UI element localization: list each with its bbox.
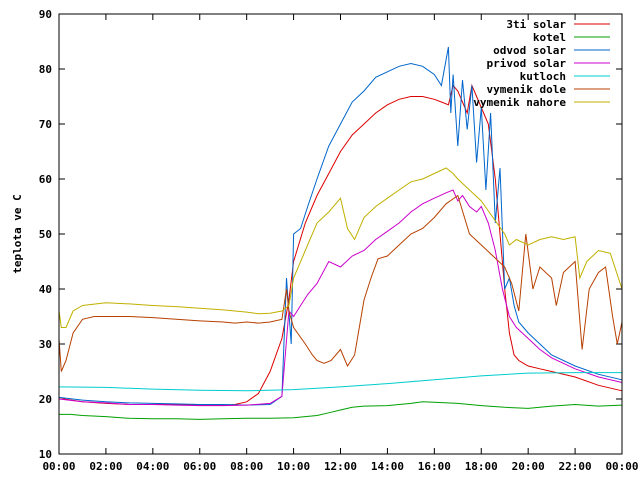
x-tick-label: 00:00 <box>42 460 75 473</box>
legend-label: odvod solar <box>493 44 566 57</box>
axis-tick-labels: 10 20 30 40 50 60 70 80 90 00:00 02:00 04:00 06:00 08… <box>39 8 639 473</box>
series-line-kutloch <box>58 372 622 392</box>
y-tick-label: 60 <box>39 173 52 186</box>
series-line-odvod-solar <box>58 46 623 406</box>
series-line-kotel <box>59 401 623 420</box>
legend-label: kutloch <box>520 70 566 83</box>
x-tick-label: 02:00 <box>89 460 122 473</box>
legend-label: vymenik nahore <box>473 96 566 109</box>
plot-border <box>58 13 623 455</box>
y-tick-label: 10 <box>39 448 52 461</box>
y-tick-label: 70 <box>39 118 52 131</box>
x-tick-label: 04:00 <box>136 460 169 473</box>
x-tick-label: 18:00 <box>465 460 498 473</box>
y-tick-label: 40 <box>39 283 52 296</box>
series-line-privod-solar <box>58 189 623 407</box>
y-tick-label: 90 <box>39 8 52 21</box>
y-tick-label: 30 <box>39 338 52 351</box>
x-tick-label: 14:00 <box>371 460 404 473</box>
series-lines <box>58 46 623 420</box>
x-tick-label: 06:00 <box>183 460 216 473</box>
legend-label: vymenik dole <box>487 83 567 96</box>
x-tick-label: 10:00 <box>277 460 310 473</box>
x-tick-label: 20:00 <box>512 460 545 473</box>
x-tick-label: 12:00 <box>324 460 357 473</box>
y-tick-label: 20 <box>39 393 52 406</box>
x-tick-label: 16:00 <box>418 460 451 473</box>
series-line-vymenik-dole <box>58 194 623 372</box>
x-tick-label: 08:00 <box>230 460 263 473</box>
x-tick-label: 00:00 <box>605 460 638 473</box>
x-tick-label: 22:00 <box>559 460 592 473</box>
legend-label: 3ti solar <box>506 18 566 31</box>
legend-label: kotel <box>533 31 566 44</box>
y-axis-title: teplota ve C <box>11 194 24 273</box>
series-line-vymenik-nahore <box>58 167 623 328</box>
legend-label: privod solar <box>487 57 567 70</box>
plot-area <box>59 14 622 454</box>
y-tick-label: 50 <box>39 228 52 241</box>
y-tick-label: 80 <box>39 63 52 76</box>
